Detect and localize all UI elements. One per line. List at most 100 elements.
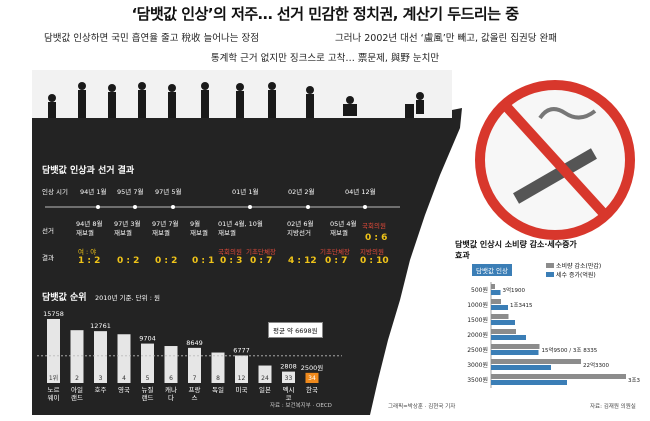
tax-bar (491, 350, 539, 355)
country-label: 미국 (236, 385, 248, 394)
election-item: 국회의원 (362, 222, 386, 230)
subhead-2: 그러나 2002년 대선 ‘盧風’만 빼고, 값올린 집권당 완패 (335, 33, 557, 44)
price-bar (141, 343, 154, 383)
election-item: 02년 6월 지방선거 (287, 220, 314, 237)
price-bar (70, 330, 84, 383)
consumption-bar (491, 374, 626, 379)
rank-label: 24 (261, 375, 269, 382)
price-bar (211, 352, 225, 383)
average-callout: 평균 약 6698원 (268, 322, 323, 338)
result-score: 0 : 2 (117, 256, 140, 266)
hike-date: 95년 7월 (117, 188, 144, 196)
silhouette-group (48, 82, 424, 118)
hike-date: 02년 2월 (288, 188, 315, 196)
election-row-label: 선거 (42, 227, 54, 235)
result-score: 0 : 1 (192, 256, 215, 266)
tax-chart-title: 담뱃값 인상시 소비량 감소·세수증가 효과 (455, 240, 577, 260)
election-item: 05년 4월 재보궐 (330, 220, 357, 237)
price-value-label: 6777 (233, 346, 250, 354)
country-label: 호주 (95, 386, 107, 394)
result-score: 0 : 7 (325, 256, 348, 266)
consumption-bar (491, 314, 509, 319)
price-chart-source: 자료 : 보건복지부 · OECD (270, 403, 332, 409)
tax-bar (491, 305, 508, 310)
legend-item-tax: 세수 증가(억원) (546, 271, 601, 280)
rank-label: 12 (238, 375, 246, 382)
rank-label: 33 (285, 375, 293, 382)
rank-label: 1위 (49, 374, 58, 382)
result-sublabel: 기초단체장 (320, 248, 350, 256)
election-item: 94년 8월 재보궐 (76, 220, 103, 237)
tax-bar-chart: 500원 3억1900 1000원 1조3415 1500원 2000원 2500원 15억9… (467, 282, 640, 388)
price-step-label: 500원 (471, 286, 488, 294)
tax-value-label: 1조3415 (510, 302, 533, 309)
result-sublabel: 여 : 야 (78, 248, 97, 256)
result-sublabel: 기초단체장 (246, 248, 276, 256)
hike-date: 01년 1월 (232, 188, 259, 196)
legend-item-consumption: 소비량 감소(만갑) (546, 262, 601, 271)
result-sublabel: 지방의원 (360, 248, 384, 256)
hike-row-label: 인상 시기 (42, 188, 68, 196)
hike-date: 94년 1월 (80, 188, 107, 196)
country-label: 웨이 (48, 393, 60, 402)
country-label: 다 (168, 393, 174, 402)
tax-value-label: 3조3377 (628, 377, 640, 384)
price-chart-note: 2010년 기준. 단위 : 원 (95, 294, 160, 302)
country-label: 멕시 (283, 385, 295, 394)
tax-bar (491, 290, 501, 295)
price-bar (235, 355, 248, 383)
consumption-bar (491, 284, 495, 289)
country-label: 아일 (71, 385, 83, 394)
result-score: 1 : 2 (78, 256, 101, 266)
timeline-title: 담뱃값 인상과 선거 결과 (42, 166, 135, 176)
subhead-1: 담뱃값 인상하면 국민 흡연율 줄고 稅收 늘어나는 장점 (44, 33, 259, 44)
country-label: 영국 (118, 385, 130, 394)
consumption-bar (491, 329, 516, 334)
result-score: 0 : 3 (220, 256, 243, 266)
hike-date: 04년 12월 (345, 188, 376, 196)
rank-label: 8 (216, 375, 220, 382)
result-score: 4 : 12 (288, 256, 317, 266)
rank-label: 5 (146, 375, 150, 382)
consumption-bar (491, 344, 540, 349)
tax-chart-source: 자료: 김재원 의원실 (590, 404, 636, 410)
country-label: 뉴질 (142, 386, 154, 394)
country-label: 캐나 (165, 385, 177, 394)
price-value-label: 15758 (43, 310, 64, 318)
rank-label: 2 (75, 375, 79, 382)
no-smoking-icon (475, 80, 635, 240)
headline: ‘담뱃값 인상’의 저주… 선거 민감한 정치권, 계산기 두드리는 중 (131, 5, 519, 23)
price-value-label: 12761 (90, 322, 111, 330)
hike-date: 97년 5월 (155, 188, 182, 196)
rank-label: 4 (122, 375, 126, 382)
country-label: 노르 (48, 386, 60, 394)
country-label: 스 (192, 394, 198, 402)
price-bar (305, 372, 319, 383)
country-label: 랜드 (142, 393, 154, 402)
tax-value-label: 15억9500 / 3조 8335 (542, 346, 598, 354)
election-item: 97년 7월 재보궐 (152, 220, 179, 237)
country-label: 프랑 (189, 386, 201, 394)
price-step-label: 1000원 (467, 301, 488, 309)
tax-bar (491, 365, 551, 370)
subhead-3: 통계학 근거 없지만 징크스로 고착… 票문제, 與野 눈치만 (210, 53, 440, 64)
result-score: 0 : 6 (365, 233, 388, 243)
price-step-label: 3500원 (467, 376, 488, 384)
timeline-axis (45, 205, 400, 209)
price-value-label: 2500원 (301, 363, 324, 372)
country-label: 독일 (212, 385, 224, 394)
tax-bar (491, 335, 526, 340)
tax-chart-legend: 소비량 감소(만갑) 세수 증가(억원) (546, 262, 601, 280)
price-chart-title: 담뱃값 순위 (42, 293, 87, 303)
price-bar (117, 334, 131, 383)
price-step-label: 3000원 (467, 361, 488, 369)
rank-label: 7 (193, 375, 197, 382)
price-bar (188, 347, 201, 383)
rank-label: 34 (308, 375, 316, 382)
tax-bar (491, 380, 567, 385)
election-item: 01년 4월, 10월 재보궐 (218, 220, 263, 237)
rank-label: 3 (99, 375, 103, 382)
result-score: 0 : 7 (250, 256, 273, 266)
